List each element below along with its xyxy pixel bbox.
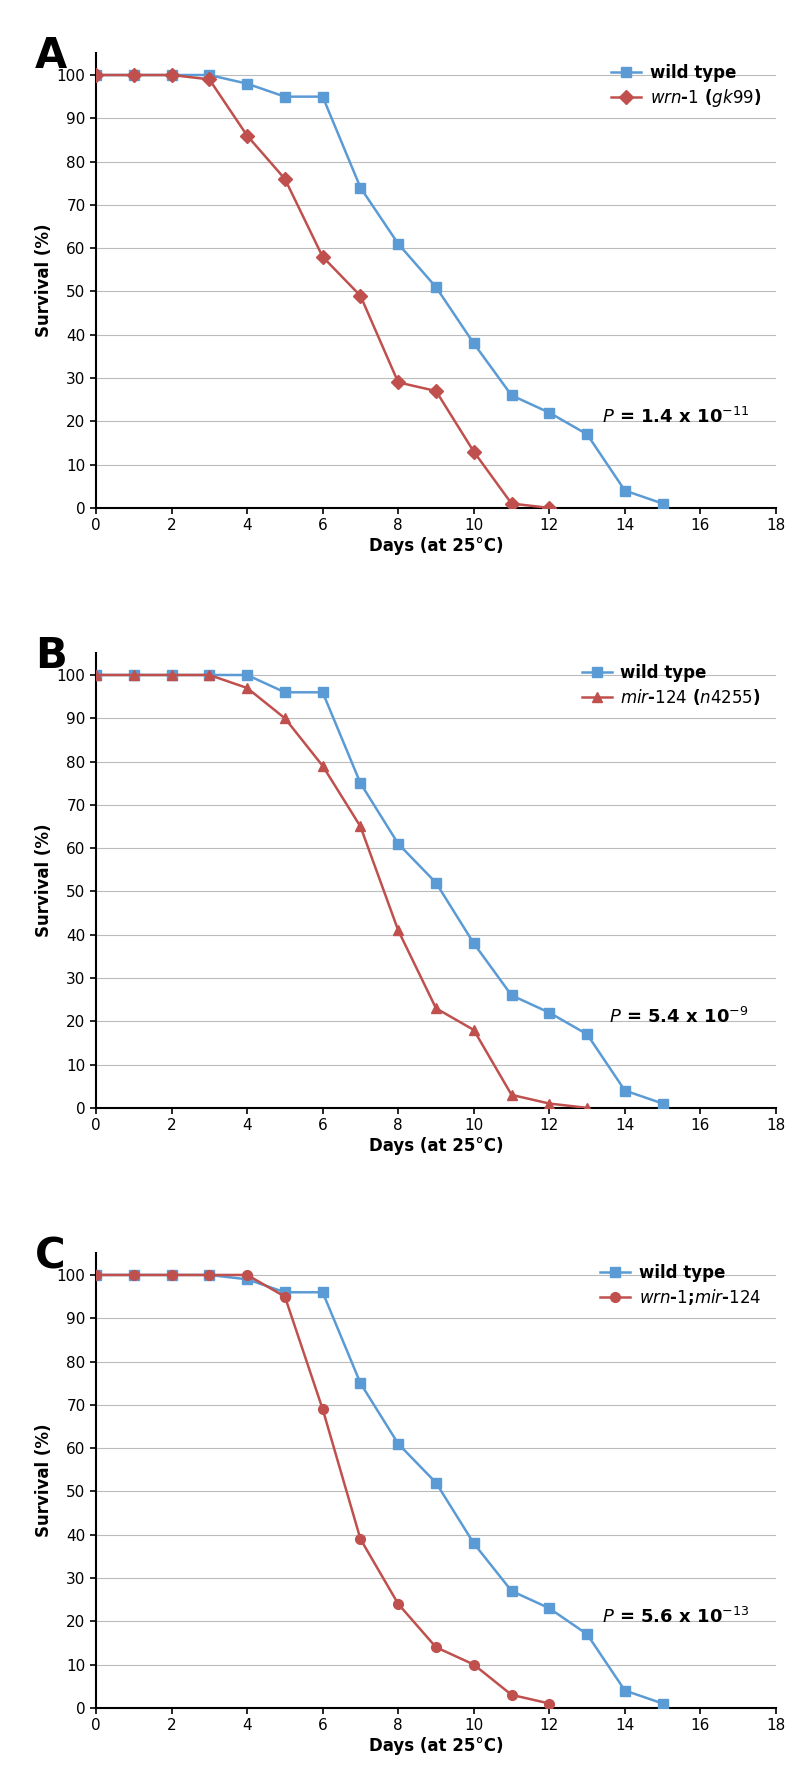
X-axis label: Days (at 25°C): Days (at 25°C) [369, 1137, 503, 1155]
Text: A: A [35, 36, 67, 76]
Text: $\mathit{P}$ = 5.4 x 10$^{-9}$: $\mathit{P}$ = 5.4 x 10$^{-9}$ [610, 1007, 749, 1026]
Text: $\mathit{P}$ = 5.6 x 10$^{-13}$: $\mathit{P}$ = 5.6 x 10$^{-13}$ [602, 1606, 749, 1628]
Text: $\mathit{P}$ = 1.4 x 10$^{-11}$: $\mathit{P}$ = 1.4 x 10$^{-11}$ [602, 407, 749, 427]
Legend: wild type, $\mathit{mir}$-$\mathit{124}$ ($\mathit{n4255}$): wild type, $\mathit{mir}$-$\mathit{124}$… [575, 656, 768, 713]
Legend: wild type, $\mathit{wrn}$-$\mathit{1}$;$\mathit{mir}$-$\mathit{124}$: wild type, $\mathit{wrn}$-$\mathit{1}$;$… [594, 1258, 768, 1313]
Y-axis label: Survival (%): Survival (%) [34, 224, 53, 338]
Y-axis label: Survival (%): Survival (%) [34, 1423, 53, 1537]
X-axis label: Days (at 25°C): Days (at 25°C) [369, 1738, 503, 1756]
Text: B: B [35, 635, 66, 678]
X-axis label: Days (at 25°C): Days (at 25°C) [369, 537, 503, 555]
Y-axis label: Survival (%): Survival (%) [34, 824, 53, 938]
Legend: wild type, $\mathit{wrn}$-$\mathit{1}$ ($\mathit{gk99}$): wild type, $\mathit{wrn}$-$\mathit{1}$ (… [605, 57, 768, 116]
Text: C: C [35, 1235, 66, 1277]
